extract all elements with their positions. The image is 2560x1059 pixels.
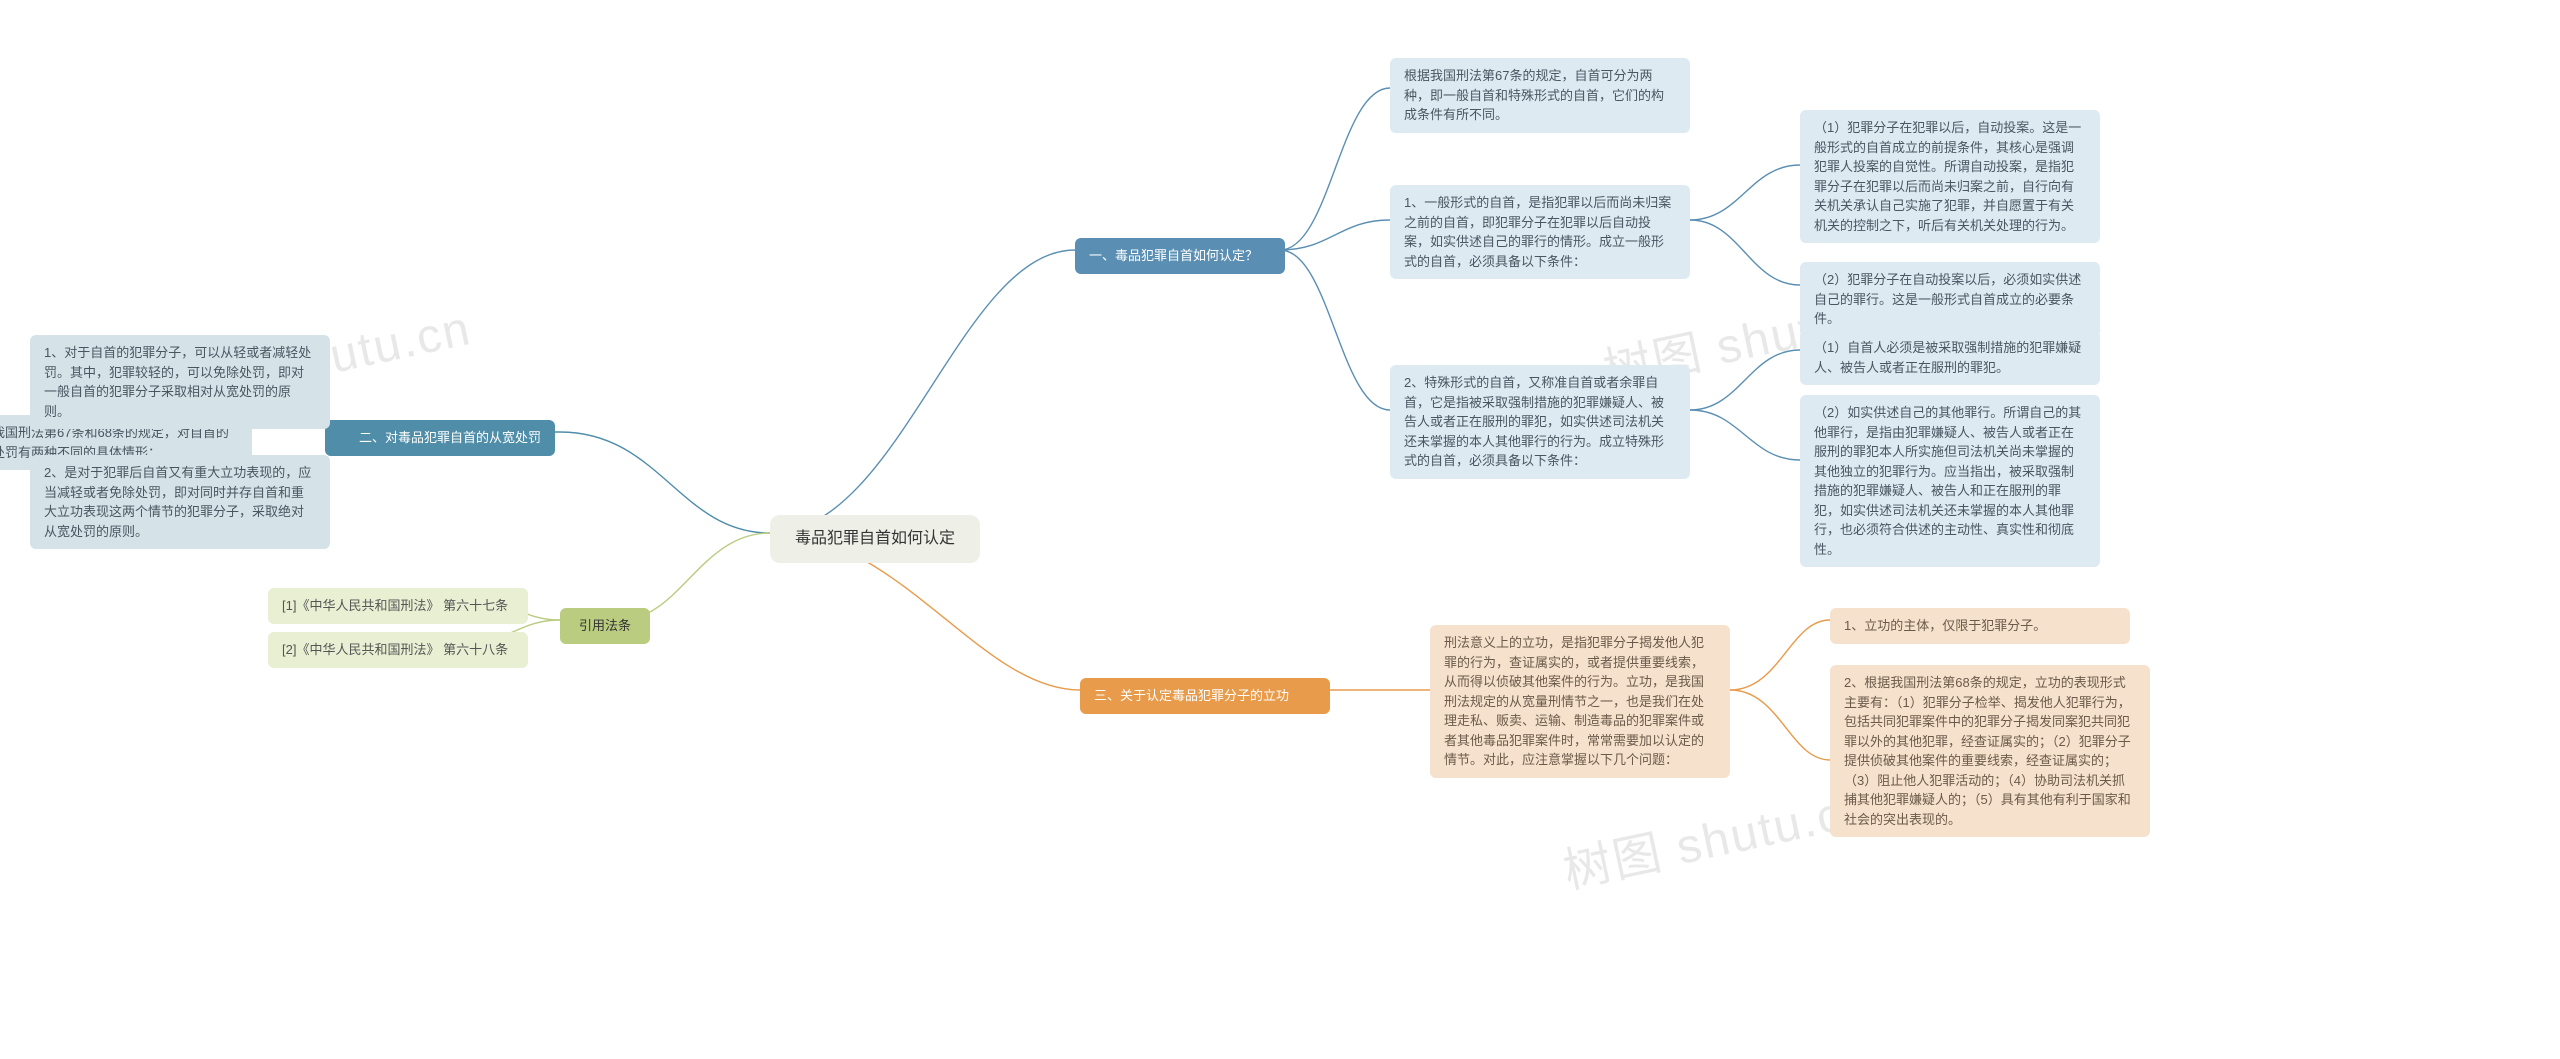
leaf-two-c0-g1: 1、对于自首的犯罪分子，可以从轻或者减轻处罚。其中，犯罪较轻的，可以免除处罚，即… [30, 335, 330, 429]
leaf-one-c1: 1、一般形式的自首，是指犯罪以后而尚未归案之前的自首，即犯罪分子在犯罪以后自动投… [1390, 185, 1690, 279]
leaf-three-c0: 刑法意义上的立功，是指犯罪分子揭发他人犯罪的行为，查证属实的，或者提供重要线索，… [1430, 625, 1730, 778]
root-node: 毒品犯罪自首如何认定 [770, 515, 980, 563]
branch-four: 引用法条 [560, 608, 650, 644]
leaf-four-c1: [2]《中华人民共和国刑法》 第六十八条 [268, 632, 528, 668]
leaf-one-c2-g1: （1）自首人必须是被采取强制措施的犯罪嫌疑人、被告人或者正在服刑的罪犯。 [1800, 330, 2100, 385]
branch-one: 一、毒品犯罪自首如何认定？ [1075, 238, 1285, 274]
leaf-three-c0-g1: 1、立功的主体，仅限于犯罪分子。 [1830, 608, 2130, 644]
leaf-one-c0: 根据我国刑法第67条的规定，自首可分为两种，即一般自首和特殊形式的自首，它们的构… [1390, 58, 1690, 133]
leaf-one-c1-g1: （1）犯罪分子在犯罪以后，自动投案。这是一般形式的自首成立的前提条件，其核心是强… [1800, 110, 2100, 243]
branch-three: 三、关于认定毒品犯罪分子的立功 [1080, 678, 1330, 714]
leaf-four-c0: [1]《中华人民共和国刑法》 第六十七条 [268, 588, 528, 624]
leaf-three-c0-g2: 2、根据我国刑法第68条的规定，立功的表现形式主要有：（1）犯罪分子检举、揭发他… [1830, 665, 2150, 837]
branch-two: 二、对毒品犯罪自首的从宽处罚 [325, 420, 555, 456]
leaf-two-c0-g2: 2、是对于犯罪后自首又有重大立功表现的，应当减轻或者免除处罚，即对同时并存自首和… [30, 455, 330, 549]
leaf-one-c2-g2: （2）如实供述自己的其他罪行。所谓自己的其他罪行，是指由犯罪嫌疑人、被告人或者正… [1800, 395, 2100, 567]
connector-layer [0, 0, 2560, 1059]
watermark: 树图 shutu.cn [1556, 768, 1877, 902]
leaf-one-c2: 2、特殊形式的自首，又称准自首或者余罪自首，它是指被采取强制措施的犯罪嫌疑人、被… [1390, 365, 1690, 479]
leaf-one-c1-g2: （2）犯罪分子在自动投案以后，必须如实供述自己的罪行。这是一般形式自首成立的必要… [1800, 262, 2100, 337]
